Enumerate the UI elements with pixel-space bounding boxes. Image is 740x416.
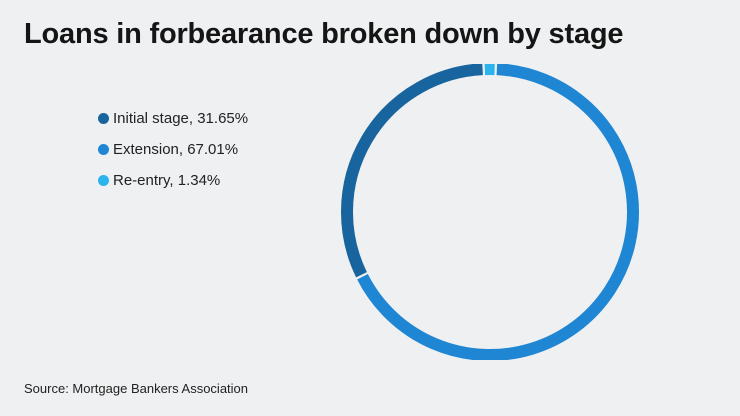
legend-label-extension: Extension, 67.01%: [113, 140, 239, 158]
legend-item-extension: Extension, 67.01%: [98, 139, 248, 159]
legend-item-initial-stage: Initial stage, 31.65%: [98, 108, 248, 128]
donut-slice-extension: [357, 64, 639, 360]
legend-swatch-initial-stage: [98, 112, 109, 124]
legend-label-re-entry: Re-entry, 1.34%: [113, 171, 221, 189]
legend-swatch-re-entry: [98, 174, 109, 186]
chart-title: Loans in forbearance broken down by stag…: [24, 18, 624, 50]
donut-slice-initial-stage: [341, 64, 483, 278]
donut-chart: [341, 64, 639, 360]
legend-label-initial-stage: Initial stage, 31.65%: [113, 109, 249, 127]
source-note: Source: Mortgage Bankers Association: [24, 381, 249, 396]
legend-swatch-extension: [98, 143, 109, 155]
legend-item-re-entry: Re-entry, 1.34%: [98, 170, 248, 190]
chart-legend: Initial stage, 31.65% Extension, 67.01% …: [98, 108, 248, 201]
